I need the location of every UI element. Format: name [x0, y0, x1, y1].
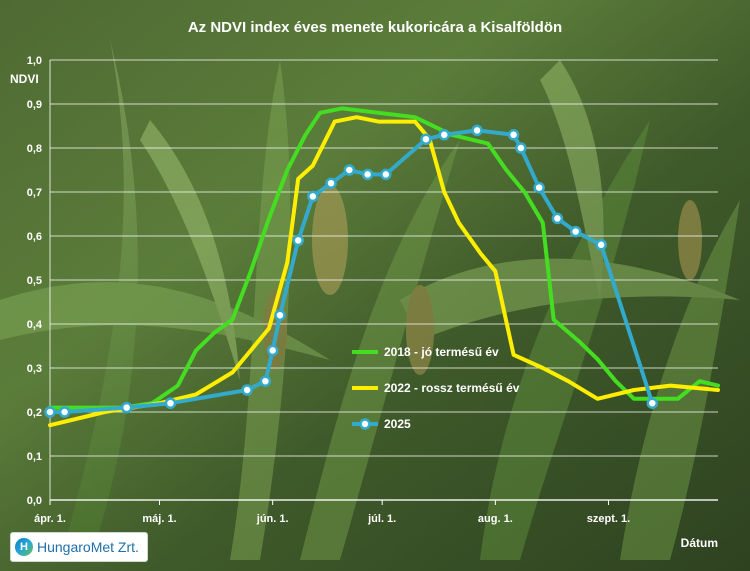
- y-tick-label: 0,7: [27, 187, 42, 199]
- series-line: [48, 115, 720, 428]
- y-tick-label: 0,0: [27, 495, 42, 507]
- x-tick-label: ápr. 1.: [34, 513, 66, 525]
- x-tick-label: máj. 1.: [142, 513, 176, 525]
- y-tick-label: 1,0: [27, 55, 42, 67]
- x-tick-label: júl. 1.: [367, 513, 396, 525]
- corn-leaves-background: [0, 40, 740, 560]
- series-point: [420, 133, 432, 145]
- series-point: [292, 234, 304, 247]
- series-point: [471, 124, 483, 137]
- series-line: [48, 128, 655, 414]
- legend-label: 2018 - jó termésű év: [384, 345, 499, 359]
- legend: 2018 - jó termésű év 2022 - rossz termésű…: [352, 345, 520, 431]
- series-point: [58, 406, 71, 418]
- chart-title: Az NDVI index éves menete kukoricára a K…: [188, 19, 562, 36]
- y-tick-label: 0,1: [27, 451, 42, 463]
- series-point: [259, 375, 272, 387]
- series-point: [533, 181, 545, 194]
- series-point: [274, 309, 286, 321]
- series-point: [343, 164, 356, 176]
- series-point: [551, 212, 564, 225]
- y-axis-label: NDVI: [10, 72, 39, 86]
- legend-label: 2022 - rossz termésű év: [384, 381, 520, 395]
- series-point: [325, 177, 337, 189]
- grid-lines: [49, 59, 718, 501]
- series-point: [241, 384, 253, 396]
- x-ticks: ápr. 1. máj. 1. jún. 1. júl. 1. aug. 1. szept…: [34, 500, 630, 525]
- y-tick-label: 0,6: [27, 231, 42, 243]
- y-tick-label: 0,4: [27, 319, 43, 331]
- series-point: [438, 129, 450, 141]
- x-tick-label: aug. 1.: [478, 513, 513, 525]
- hungaromet-logo: H HungaroMet Zrt.: [10, 532, 148, 562]
- y-tick-label: 0,5: [27, 275, 42, 287]
- legend-marker: [359, 418, 371, 430]
- x-tick-label: jún. 1.: [256, 513, 289, 525]
- series-layer: [44, 106, 720, 428]
- series-point: [507, 129, 520, 141]
- series-point: [120, 401, 133, 414]
- logo-mark-icon: H: [15, 538, 33, 556]
- series-point: [515, 142, 527, 154]
- logo-text: HungaroMet Zrt.: [37, 539, 139, 555]
- y-ticks: 0,0 0,1 0,2 0,3 0,4 0,5 0,6 0,7 0,8 0,9 1,0: [27, 55, 43, 507]
- series-point: [595, 239, 607, 251]
- series-point: [646, 397, 659, 409]
- series-point: [44, 406, 56, 418]
- y-tick-label: 0,2: [27, 407, 42, 419]
- series-point: [380, 168, 392, 181]
- legend-label: 2025: [384, 417, 411, 431]
- y-tick-label: 0,9: [27, 99, 42, 111]
- series-line: [48, 106, 720, 410]
- series-point: [361, 168, 374, 181]
- y-tick-label: 0,8: [27, 143, 42, 155]
- x-axis-label: Dátum: [681, 536, 718, 550]
- series-point: [164, 397, 177, 409]
- x-tick-label: szept. 1.: [587, 513, 630, 525]
- series-point: [266, 344, 279, 357]
- series-point: [307, 190, 319, 203]
- series-point: [569, 225, 582, 238]
- y-tick-label: 0,3: [27, 363, 42, 375]
